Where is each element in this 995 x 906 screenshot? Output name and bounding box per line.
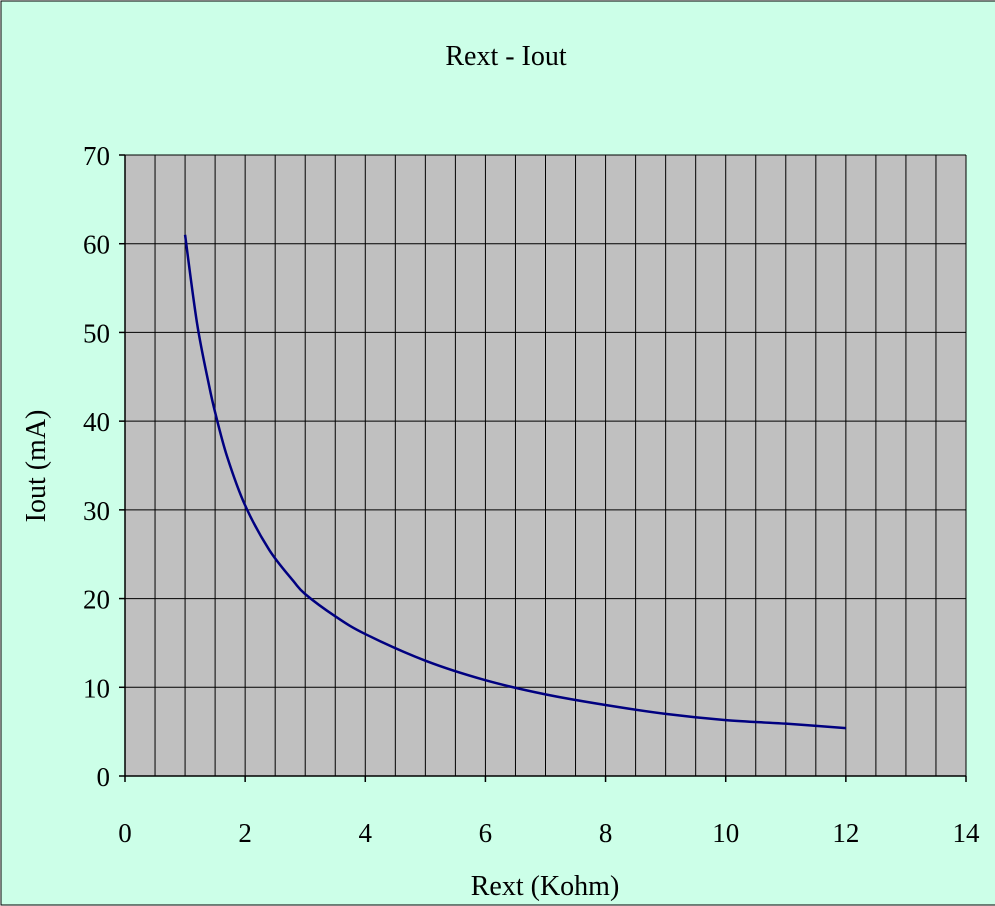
- x-tick-label: 0: [118, 818, 132, 848]
- y-axis-title: Iout (mA): [21, 410, 52, 523]
- x-axis-title: Rext (Kohm): [471, 871, 620, 902]
- x-tick-label: 10: [712, 818, 739, 848]
- gridlines: [125, 154, 967, 776]
- x-tick-label: 14: [953, 818, 981, 848]
- x-tick-label: 12: [832, 818, 859, 848]
- chart-title: Rext - Iout: [445, 41, 567, 72]
- y-tick-label: 50: [83, 318, 110, 348]
- y-tick-label: 20: [83, 585, 110, 615]
- y-tick-label: 30: [83, 496, 110, 526]
- x-tick-label: 8: [599, 818, 613, 848]
- x-tick-label: 6: [479, 818, 493, 848]
- y-tick-label: 70: [83, 141, 110, 171]
- axes: [119, 154, 967, 782]
- x-tick-label: 2: [238, 818, 252, 848]
- tick-labels: 0 10 20 30 40 50 60 70 0 2 4 6 8 10 12 14: [83, 141, 980, 848]
- y-tick-label: 60: [83, 230, 110, 260]
- series-layer: [183, 234, 846, 730]
- x-tick-label: 4: [359, 818, 373, 848]
- y-tick-label: 40: [83, 407, 110, 437]
- y-tick-label: 0: [97, 762, 111, 792]
- series-line: [183, 234, 846, 730]
- y-tick-label: 10: [83, 673, 110, 703]
